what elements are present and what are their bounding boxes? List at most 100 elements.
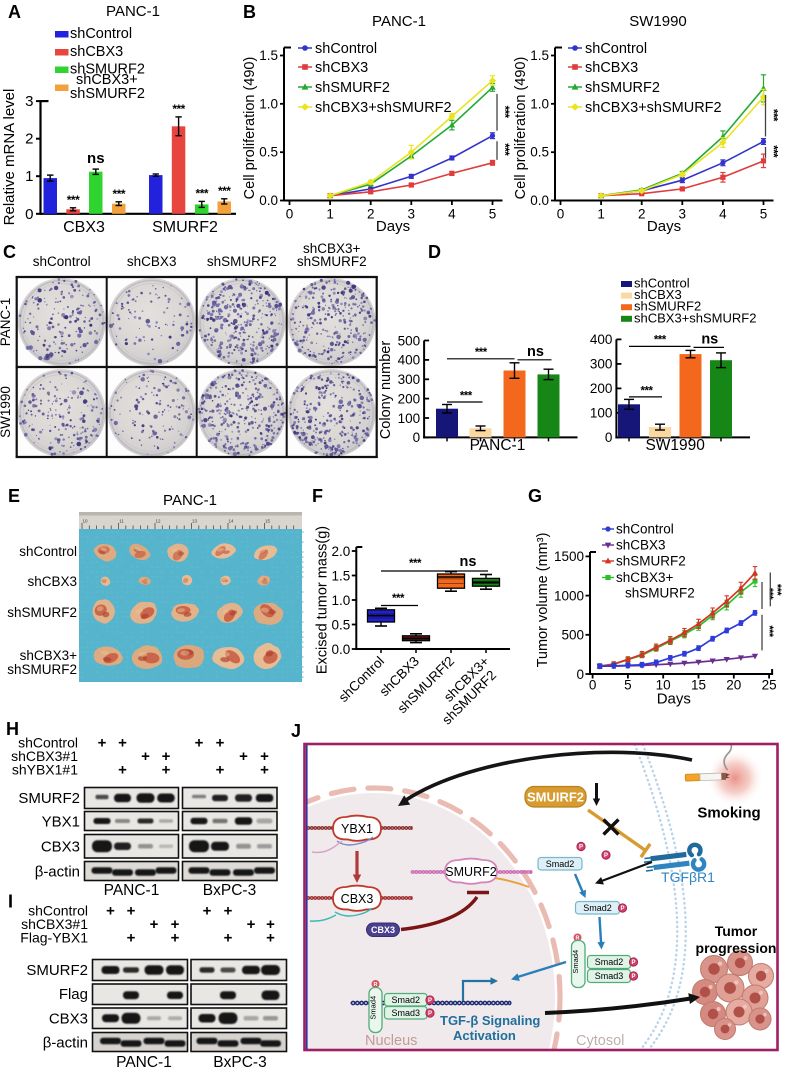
svg-text:A: A — [8, 2, 21, 22]
svg-text:0: 0 — [557, 207, 565, 222]
svg-text:+: + — [171, 930, 180, 947]
svg-text:0.0: 0.0 — [332, 642, 351, 657]
svg-text:Smad4: Smad4 — [369, 996, 378, 1020]
svg-text:2.0: 2.0 — [332, 544, 351, 559]
svg-text:300: 300 — [590, 357, 613, 372]
svg-text:5: 5 — [760, 207, 768, 222]
svg-text:1.0: 1.0 — [332, 593, 351, 608]
svg-text:shControl: shControl — [28, 903, 88, 919]
svg-text:shSMURF2: shSMURF2 — [585, 80, 660, 96]
svg-text:***: *** — [409, 558, 422, 570]
svg-text:shCBX3+: shCBX3+ — [20, 648, 78, 663]
svg-text:12: 12 — [155, 519, 161, 524]
svg-text:***: *** — [767, 145, 779, 158]
svg-text:5: 5 — [624, 678, 632, 693]
svg-text:shSMURF2: shSMURF2 — [7, 662, 77, 677]
svg-text:0.5: 0.5 — [332, 617, 351, 632]
svg-text:shCBX3+shSMURF2: shCBX3+shSMURF2 — [634, 310, 756, 325]
svg-text:Days: Days — [376, 218, 410, 235]
svg-text:Nucleus: Nucleus — [365, 1033, 417, 1049]
svg-text:shSMURF2: shSMURF2 — [315, 80, 390, 96]
svg-text:shCBX3#1: shCBX3#1 — [11, 748, 78, 764]
svg-text:14: 14 — [228, 519, 234, 524]
svg-text:+: + — [266, 930, 275, 947]
svg-text:***: *** — [766, 109, 778, 122]
svg-text:+: + — [98, 735, 107, 752]
svg-text:1.0: 1.0 — [259, 96, 278, 111]
svg-text:0: 0 — [413, 430, 421, 445]
svg-text:1.5: 1.5 — [530, 48, 549, 63]
svg-text:+: + — [118, 762, 127, 779]
svg-text:4: 4 — [719, 207, 727, 222]
svg-text:R: R — [576, 936, 580, 942]
svg-text:+: + — [224, 903, 233, 920]
svg-text:1: 1 — [597, 207, 605, 222]
svg-text:shSMURF2: shSMURF2 — [70, 62, 145, 78]
svg-text:***: *** — [218, 184, 231, 198]
svg-text:500: 500 — [561, 628, 584, 643]
svg-text:TGFβR1: TGFβR1 — [661, 869, 715, 885]
svg-text:15: 15 — [691, 678, 706, 693]
svg-text:CBX3: CBX3 — [41, 839, 80, 856]
svg-text:shCBX3+: shCBX3+ — [76, 72, 138, 88]
svg-text:PANC-1: PANC-1 — [106, 3, 160, 20]
svg-text:BxPC-3: BxPC-3 — [213, 1054, 266, 1071]
svg-text:PANC-1: PANC-1 — [116, 1054, 172, 1071]
svg-text:I: I — [8, 892, 13, 912]
svg-text:shCBX3+shSMURF2: shCBX3+shSMURF2 — [585, 100, 722, 116]
svg-text:shCBX3: shCBX3 — [634, 287, 682, 302]
svg-text:CBX3: CBX3 — [63, 219, 105, 236]
svg-text:PANC-1: PANC-1 — [0, 298, 13, 347]
svg-text:SMUIRF2: SMUIRF2 — [527, 790, 584, 805]
svg-text:shSMURF2: shSMURF2 — [625, 586, 695, 601]
svg-text:+: + — [266, 916, 275, 933]
svg-text:shCBX3#1: shCBX3#1 — [21, 916, 88, 932]
svg-text:ns: ns — [460, 554, 477, 570]
svg-text:1500: 1500 — [554, 549, 584, 564]
svg-text:shYBX1#1: shYBX1#1 — [12, 762, 78, 778]
svg-text:Smad3: Smad3 — [392, 1008, 421, 1018]
svg-text:0.0: 0.0 — [530, 193, 549, 208]
svg-text:Colony number: Colony number — [378, 341, 394, 439]
svg-text:400: 400 — [398, 353, 421, 368]
svg-text:1: 1 — [326, 207, 334, 222]
svg-text:***: *** — [654, 334, 667, 346]
svg-text:P: P — [604, 853, 608, 859]
svg-text:β-actin: β-actin — [43, 1035, 88, 1052]
svg-text:shSMURF2: shSMURF2 — [297, 254, 367, 269]
svg-text:shCBX3: shCBX3 — [70, 44, 123, 60]
svg-text:shControl: shControl — [585, 41, 647, 57]
svg-text:0: 0 — [576, 667, 584, 682]
svg-text:1.5: 1.5 — [259, 48, 278, 63]
svg-text:ns: ns — [527, 344, 544, 360]
svg-text:Smad2: Smad2 — [595, 957, 624, 967]
svg-text:0.0: 0.0 — [259, 193, 278, 208]
svg-text:shControl: shControl — [315, 41, 377, 57]
svg-text:+: + — [127, 930, 136, 947]
svg-text:P: P — [428, 1011, 432, 1017]
svg-text:E: E — [8, 486, 20, 506]
svg-text:shCBX3+: shCBX3+ — [616, 570, 674, 585]
svg-text:Flag: Flag — [59, 986, 88, 1003]
svg-text:G: G — [528, 486, 542, 506]
svg-text:500: 500 — [398, 333, 421, 348]
svg-text:C: C — [3, 242, 16, 262]
svg-text:3: 3 — [25, 93, 33, 110]
svg-text:+: + — [247, 916, 256, 933]
svg-text:***: *** — [641, 385, 654, 397]
svg-text:Cell proliferation (490): Cell proliferation (490) — [513, 57, 529, 200]
svg-text:Smad2: Smad2 — [583, 903, 612, 913]
svg-text:Smad2: Smad2 — [392, 995, 421, 1005]
svg-text:***: *** — [113, 187, 126, 201]
svg-text:CBX3: CBX3 — [49, 1011, 88, 1028]
svg-text:+: + — [216, 735, 225, 752]
svg-text:SW1990: SW1990 — [645, 437, 705, 454]
svg-text:0.5: 0.5 — [530, 145, 549, 160]
svg-text:SMURF2: SMURF2 — [26, 962, 88, 979]
svg-text:PANC-1: PANC-1 — [372, 13, 426, 30]
svg-text:B: B — [243, 2, 256, 22]
svg-text:Days: Days — [647, 218, 681, 235]
svg-text:10: 10 — [82, 519, 88, 524]
svg-text:***: *** — [475, 347, 488, 359]
svg-text:200: 200 — [398, 391, 421, 406]
